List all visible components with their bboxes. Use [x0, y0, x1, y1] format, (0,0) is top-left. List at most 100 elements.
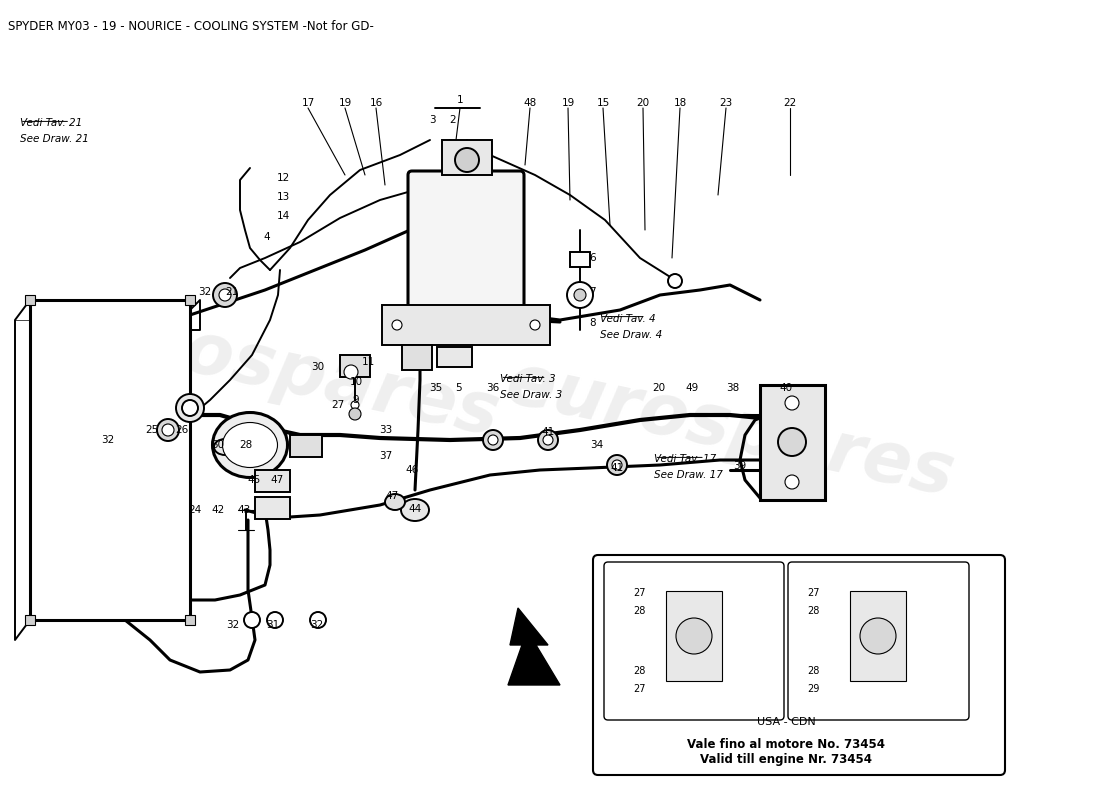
Ellipse shape [157, 419, 179, 441]
Text: 38: 38 [726, 383, 739, 393]
Text: eurospares: eurospares [44, 289, 506, 451]
Circle shape [668, 274, 682, 288]
Text: 28: 28 [807, 606, 820, 616]
Circle shape [612, 460, 621, 470]
Circle shape [566, 282, 593, 308]
Text: 12: 12 [276, 173, 289, 183]
Text: Vedi Tav. 17: Vedi Tav. 17 [654, 454, 717, 464]
Text: See Draw. 4: See Draw. 4 [600, 330, 662, 339]
Bar [185, 295, 195, 305]
Circle shape [785, 396, 799, 410]
Text: 40: 40 [780, 383, 793, 393]
Text: 6: 6 [588, 253, 595, 263]
Text: 46: 46 [406, 465, 419, 475]
Circle shape [785, 475, 799, 489]
Text: 4: 4 [264, 232, 271, 242]
Text: 29: 29 [807, 684, 820, 694]
Circle shape [344, 365, 358, 379]
Polygon shape [508, 608, 560, 685]
Text: See Draw. 21: See Draw. 21 [20, 134, 89, 144]
Text: 24: 24 [188, 505, 201, 515]
Text: USA - CDN: USA - CDN [757, 717, 815, 727]
Text: See Draw. 17: See Draw. 17 [654, 470, 724, 480]
Circle shape [676, 618, 712, 654]
Bar [570, 252, 590, 267]
Circle shape [455, 148, 478, 172]
Text: 18: 18 [673, 98, 686, 108]
Circle shape [483, 430, 503, 450]
Circle shape [182, 400, 198, 416]
Text: 43: 43 [238, 505, 251, 515]
Ellipse shape [239, 441, 257, 455]
Text: SPYDER MY03 - 19 - NOURICE - COOLING SYSTEM -Not for GD-: SPYDER MY03 - 19 - NOURICE - COOLING SYS… [8, 20, 374, 33]
Text: 48: 48 [524, 98, 537, 108]
Text: 36: 36 [486, 383, 499, 393]
Text: 23: 23 [719, 98, 733, 108]
Text: 2: 2 [450, 115, 456, 125]
Bar [666, 591, 722, 681]
Circle shape [244, 612, 260, 628]
Circle shape [213, 283, 236, 307]
FancyBboxPatch shape [408, 171, 524, 309]
Text: 28: 28 [240, 440, 253, 450]
Text: 49: 49 [685, 383, 698, 393]
Circle shape [607, 455, 627, 475]
Text: 15: 15 [596, 98, 609, 108]
Circle shape [543, 435, 553, 445]
Text: 10: 10 [350, 377, 363, 387]
Ellipse shape [214, 439, 236, 455]
Text: 42: 42 [211, 505, 224, 515]
Text: 3: 3 [429, 115, 436, 125]
Circle shape [351, 401, 359, 409]
Bar [232, 430, 270, 460]
Text: 1: 1 [456, 95, 463, 105]
Text: 32: 32 [101, 435, 114, 445]
Bar [290, 435, 322, 457]
Text: 32: 32 [198, 287, 211, 297]
Text: 20: 20 [652, 383, 666, 393]
Bar [25, 295, 35, 305]
Text: 30: 30 [311, 362, 324, 372]
Text: 26: 26 [175, 425, 188, 435]
Ellipse shape [162, 424, 174, 436]
Text: 50: 50 [211, 440, 224, 450]
Text: 41: 41 [610, 463, 624, 473]
Ellipse shape [222, 422, 277, 467]
Text: 7: 7 [588, 287, 595, 297]
Bar [760, 385, 825, 500]
Text: 39: 39 [734, 461, 747, 471]
FancyBboxPatch shape [593, 555, 1005, 775]
Text: 32: 32 [310, 620, 323, 630]
Text: 28: 28 [632, 666, 646, 676]
Circle shape [392, 320, 402, 330]
Circle shape [530, 320, 540, 330]
Text: 27: 27 [632, 588, 646, 598]
Circle shape [219, 289, 231, 301]
Bar [850, 591, 906, 681]
Text: 32: 32 [227, 620, 240, 630]
Circle shape [860, 618, 896, 654]
FancyBboxPatch shape [788, 562, 969, 720]
Text: 27: 27 [331, 400, 344, 410]
Text: 35: 35 [429, 383, 442, 393]
Text: Vale fino al motore No. 73454: Vale fino al motore No. 73454 [688, 738, 886, 750]
Text: 44: 44 [408, 504, 421, 514]
Bar [255, 497, 290, 519]
Text: 47: 47 [385, 491, 398, 501]
Text: 25: 25 [145, 425, 158, 435]
Bar [340, 355, 370, 377]
Text: 37: 37 [379, 451, 393, 461]
Text: 19: 19 [561, 98, 574, 108]
Bar [402, 345, 432, 370]
Circle shape [176, 394, 204, 422]
Text: 11: 11 [362, 357, 375, 367]
Bar [185, 615, 195, 625]
Text: 28: 28 [807, 666, 820, 676]
Text: 5: 5 [454, 383, 461, 393]
Text: 17: 17 [301, 98, 315, 108]
Text: 33: 33 [379, 425, 393, 435]
Bar [255, 470, 290, 492]
Text: 47: 47 [271, 475, 284, 485]
Circle shape [538, 430, 558, 450]
Text: 45: 45 [248, 475, 261, 485]
